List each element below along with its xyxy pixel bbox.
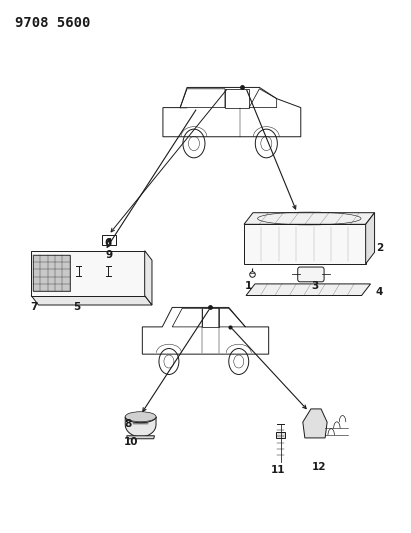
Bar <box>33 255 69 292</box>
Polygon shape <box>125 417 156 437</box>
Text: 9: 9 <box>105 250 112 260</box>
Text: 7: 7 <box>31 302 38 312</box>
Bar <box>102 235 116 245</box>
Polygon shape <box>246 284 370 295</box>
Text: 6: 6 <box>105 238 112 248</box>
Text: 12: 12 <box>312 462 326 472</box>
Polygon shape <box>244 213 374 224</box>
Text: 2: 2 <box>376 243 383 253</box>
Text: 9708 5600: 9708 5600 <box>15 16 90 30</box>
Text: 5: 5 <box>73 302 80 312</box>
Polygon shape <box>31 295 152 305</box>
Ellipse shape <box>125 411 156 422</box>
Text: 4: 4 <box>376 287 383 297</box>
Polygon shape <box>145 251 152 305</box>
Text: 3: 3 <box>311 281 318 291</box>
Polygon shape <box>303 409 327 438</box>
Bar <box>31 251 145 295</box>
Bar <box>276 432 285 438</box>
FancyBboxPatch shape <box>298 267 324 282</box>
Text: 11: 11 <box>271 465 286 474</box>
Polygon shape <box>366 213 374 264</box>
Text: 8: 8 <box>124 419 131 429</box>
Polygon shape <box>127 436 155 439</box>
Text: 10: 10 <box>124 437 139 447</box>
Bar <box>244 224 366 264</box>
Text: 1: 1 <box>245 281 252 291</box>
